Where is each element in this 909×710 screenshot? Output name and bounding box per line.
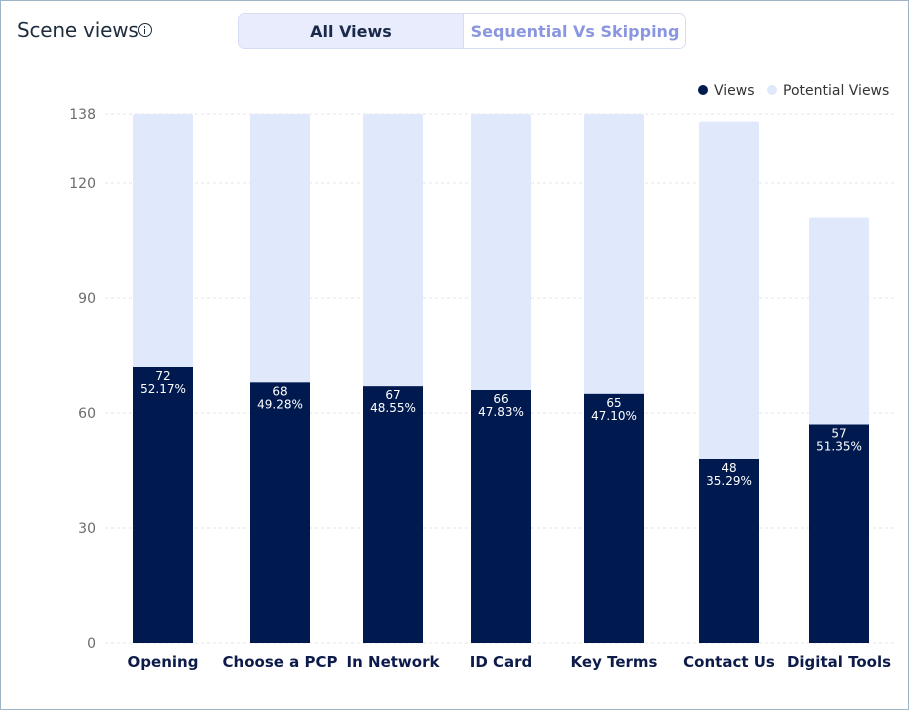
views-value-label: 57	[831, 427, 846, 441]
views-percent-label: 52.17%	[140, 382, 186, 396]
views-bar	[699, 459, 759, 643]
legend-swatch	[698, 85, 708, 95]
views-percent-label: 35.29%	[706, 474, 752, 488]
potential-views-bar	[133, 114, 193, 643]
views-value-label: 48	[721, 461, 736, 475]
y-tick-label: 30	[78, 521, 96, 537]
views-bar	[250, 382, 310, 643]
legend-label: Views	[714, 83, 755, 99]
info-circle-icon[interactable]	[138, 23, 152, 37]
legend-label: Potential Views	[783, 83, 889, 99]
potential-views-bar	[471, 114, 531, 643]
views-percent-label: 48.55%	[370, 401, 416, 415]
x-category-label: Choose a PCP	[223, 653, 338, 671]
views-value-label: 68	[272, 384, 287, 398]
y-tick-label: 90	[78, 291, 96, 307]
potential-views-bar	[584, 114, 644, 643]
views-bar	[584, 393, 644, 643]
card-title: Scene views	[17, 18, 139, 42]
views-bar	[471, 390, 531, 643]
potential-views-bar	[699, 121, 759, 643]
views-bar	[363, 386, 423, 643]
y-tick-label: 138	[69, 107, 96, 123]
views-percent-label: 49.28%	[257, 397, 303, 411]
y-tick-label: 60	[78, 406, 96, 422]
views-percent-label: 47.10%	[591, 409, 637, 423]
x-category-label: In Network	[347, 653, 441, 671]
views-bar	[133, 367, 193, 643]
legend-swatch	[767, 85, 777, 95]
views-bar	[809, 424, 869, 643]
x-category-label: ID Card	[470, 653, 533, 671]
x-category-label: Key Terms	[571, 653, 658, 671]
view-mode-toggle: All Views Sequential Vs Skipping	[238, 13, 686, 49]
y-tick-label: 0	[87, 636, 96, 652]
x-category-label: Contact Us	[683, 653, 775, 671]
potential-views-bar	[363, 114, 423, 643]
potential-views-bar	[250, 114, 310, 643]
views-percent-label: 47.83%	[478, 405, 524, 419]
y-tick-label: 120	[69, 176, 96, 192]
views-value-label: 72	[155, 369, 170, 383]
views-value-label: 67	[385, 388, 400, 402]
x-category-label: Opening	[128, 653, 199, 671]
potential-views-bar	[809, 217, 869, 643]
all-views-tab[interactable]: All Views	[239, 14, 464, 48]
sequential-vs-skipping-tab[interactable]: Sequential Vs Skipping	[464, 14, 685, 48]
views-value-label: 65	[606, 396, 621, 410]
x-category-label: Digital Tools	[787, 653, 891, 671]
views-percent-label: 51.35%	[816, 440, 862, 454]
views-value-label: 66	[493, 392, 508, 406]
